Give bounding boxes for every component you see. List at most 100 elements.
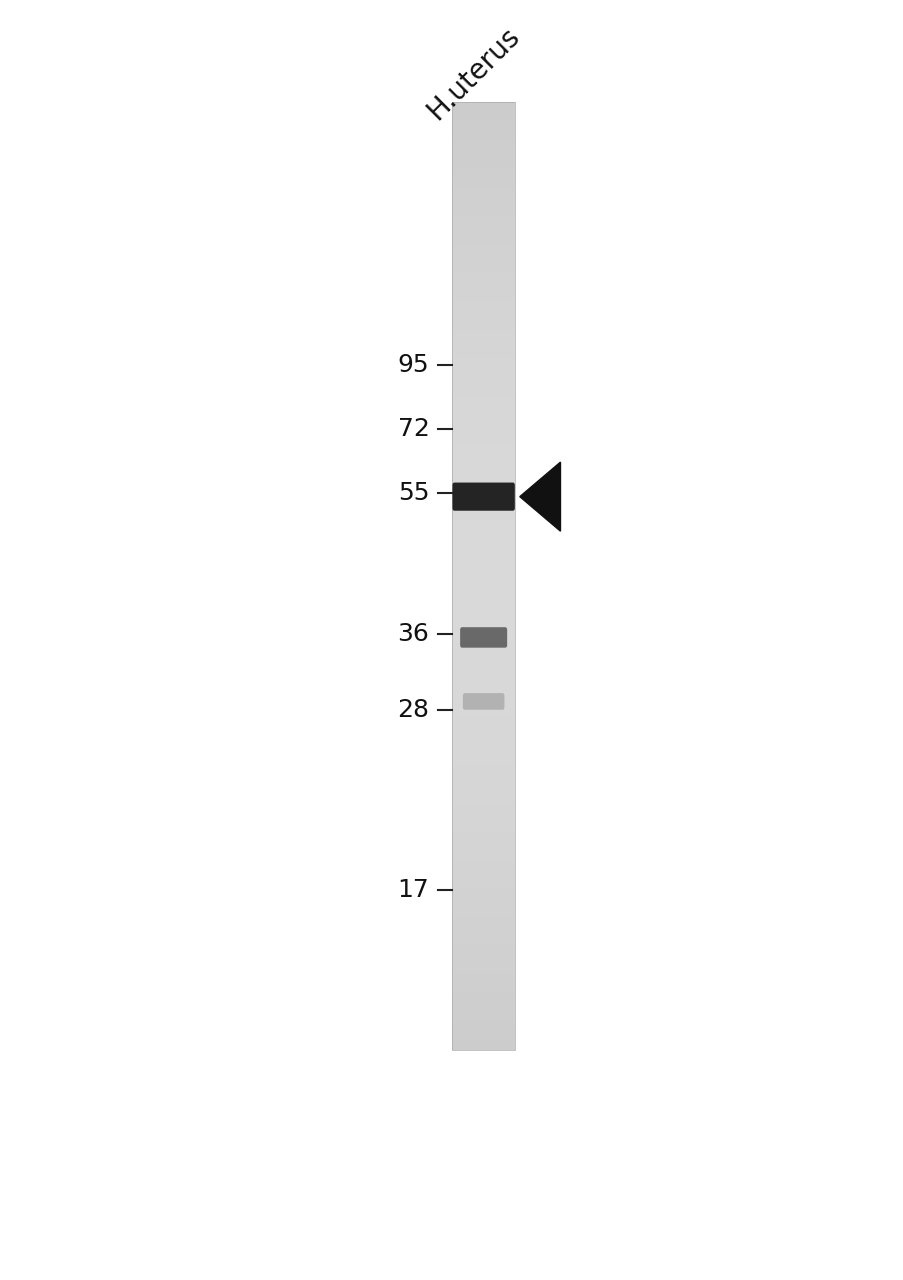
Bar — [452, 557, 515, 567]
Bar — [452, 955, 515, 964]
Bar — [452, 993, 515, 1002]
Bar — [452, 273, 515, 283]
Bar — [452, 490, 515, 500]
Bar — [452, 301, 515, 311]
Bar — [452, 1002, 515, 1011]
Bar — [452, 216, 515, 225]
Bar — [452, 643, 515, 652]
Bar — [452, 869, 515, 879]
Bar — [452, 244, 515, 253]
Bar — [452, 415, 515, 425]
Bar — [452, 406, 515, 415]
Bar — [452, 888, 515, 899]
Bar — [452, 481, 515, 490]
Bar — [452, 150, 515, 159]
FancyBboxPatch shape — [460, 627, 507, 648]
Bar — [452, 367, 515, 378]
Bar — [452, 899, 515, 908]
Bar — [452, 746, 515, 756]
Bar — [452, 264, 515, 273]
Bar — [452, 348, 515, 358]
Bar — [452, 102, 515, 111]
Bar — [452, 1021, 515, 1030]
Bar — [452, 178, 515, 188]
Bar — [452, 604, 515, 614]
Bar — [452, 652, 515, 662]
Bar — [452, 131, 515, 141]
Bar — [452, 964, 515, 974]
Bar — [452, 585, 515, 595]
Bar — [452, 387, 515, 396]
Text: 17: 17 — [397, 878, 429, 901]
Bar — [452, 916, 515, 927]
Bar — [452, 680, 515, 690]
Bar — [452, 774, 515, 785]
Bar — [452, 434, 515, 443]
Bar — [452, 804, 515, 813]
Bar — [452, 936, 515, 946]
Bar — [452, 1041, 515, 1050]
Bar — [452, 623, 515, 632]
Bar — [452, 188, 515, 197]
Bar — [452, 538, 515, 548]
Text: 95: 95 — [397, 353, 429, 376]
Bar — [452, 632, 515, 643]
Bar — [452, 472, 515, 481]
Text: 72: 72 — [397, 417, 429, 440]
Bar — [452, 509, 515, 520]
Bar — [452, 595, 515, 604]
Bar — [452, 529, 515, 538]
Bar — [452, 253, 515, 264]
Bar — [452, 699, 515, 709]
Bar — [452, 567, 515, 576]
Bar — [452, 614, 515, 623]
Bar — [452, 813, 515, 822]
Bar — [452, 111, 515, 122]
Bar — [452, 974, 515, 983]
Bar — [452, 206, 515, 216]
Bar — [452, 425, 515, 434]
Bar — [452, 358, 515, 367]
Bar — [452, 453, 515, 462]
Bar — [452, 292, 515, 301]
Bar — [452, 832, 515, 841]
Bar — [452, 851, 515, 860]
Bar — [452, 822, 515, 832]
Bar — [452, 946, 515, 955]
Bar — [452, 756, 515, 765]
Bar — [452, 443, 515, 453]
Text: 36: 36 — [397, 622, 429, 645]
Bar — [452, 765, 515, 774]
Polygon shape — [519, 462, 560, 531]
Bar — [452, 794, 515, 804]
Bar — [452, 197, 515, 206]
Bar — [452, 690, 515, 699]
Bar — [452, 283, 515, 292]
Bar — [452, 169, 515, 178]
Bar — [452, 1011, 515, 1021]
Bar — [452, 1030, 515, 1041]
Bar — [452, 225, 515, 236]
Bar — [452, 520, 515, 529]
Bar — [452, 500, 515, 509]
Text: 55: 55 — [397, 481, 429, 504]
Bar — [452, 841, 515, 851]
Bar — [452, 860, 515, 869]
Bar — [452, 122, 515, 131]
Bar — [452, 709, 515, 718]
Bar — [452, 671, 515, 680]
Bar — [452, 737, 515, 746]
FancyBboxPatch shape — [462, 694, 504, 710]
Bar — [452, 102, 515, 1050]
Bar — [452, 548, 515, 557]
Bar — [452, 141, 515, 150]
Bar — [452, 378, 515, 387]
Bar — [452, 311, 515, 320]
FancyBboxPatch shape — [452, 483, 515, 511]
Bar — [452, 339, 515, 348]
Bar — [452, 718, 515, 727]
Bar — [452, 320, 515, 330]
Bar — [452, 576, 515, 585]
Bar — [452, 727, 515, 737]
Text: H.uterus: H.uterus — [422, 22, 525, 125]
